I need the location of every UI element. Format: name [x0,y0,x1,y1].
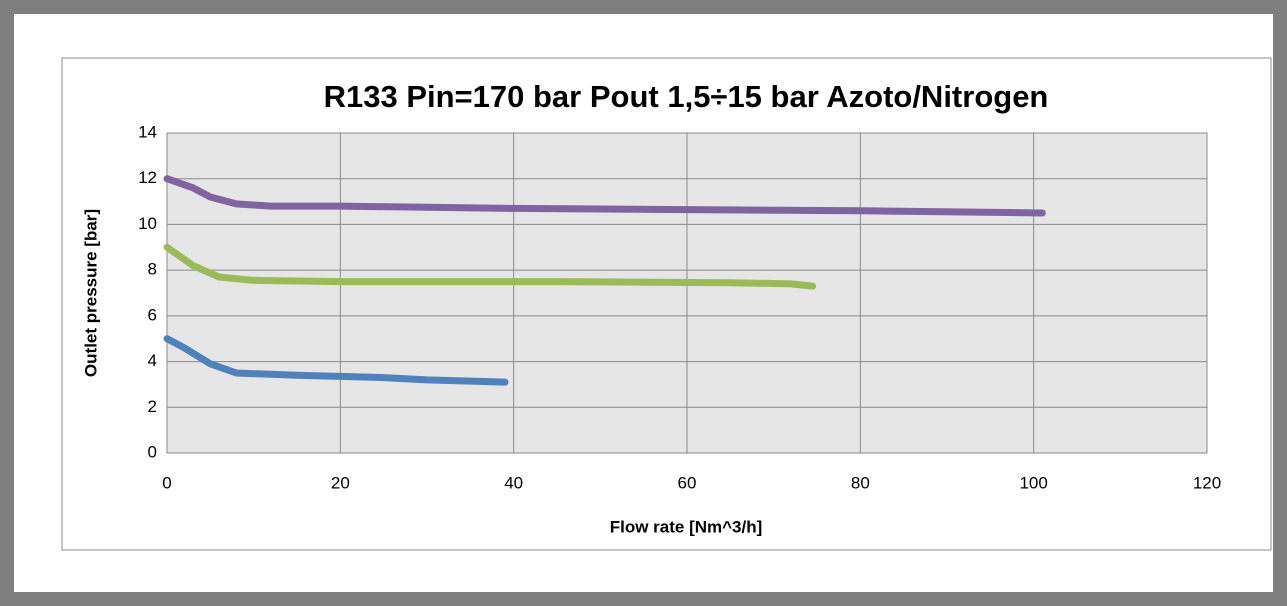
y-tick-label: 6 [148,305,157,324]
x-tick-label: 40 [504,473,523,492]
x-tick-label: 80 [851,473,870,492]
chart-title: R133 Pin=170 bar Pout 1,5÷15 bar Azoto/N… [324,79,1049,114]
series-line [163,175,1046,217]
x-tick-label: 100 [1019,473,1047,492]
y-tick-label: 14 [138,122,157,141]
y-tick-label: 2 [148,397,157,416]
y-tick-label: 10 [138,214,157,233]
x-tick-label: 60 [678,473,697,492]
y-tick-label: 0 [148,442,157,461]
y-tick-label: 12 [138,168,157,187]
plot-border [166,132,1208,454]
y-tick-label: 8 [148,260,157,279]
y-axis-label: Outlet pressure [bar] [81,209,100,377]
series-line [163,243,817,290]
x-tick-label: 20 [331,473,350,492]
x-tick-label: 120 [1193,473,1221,492]
x-tick-label: 0 [162,473,171,492]
series-line [163,335,509,386]
x-axis-label: Flow rate [Nm^3/h] [610,517,763,536]
y-tick-label: 4 [148,351,157,370]
